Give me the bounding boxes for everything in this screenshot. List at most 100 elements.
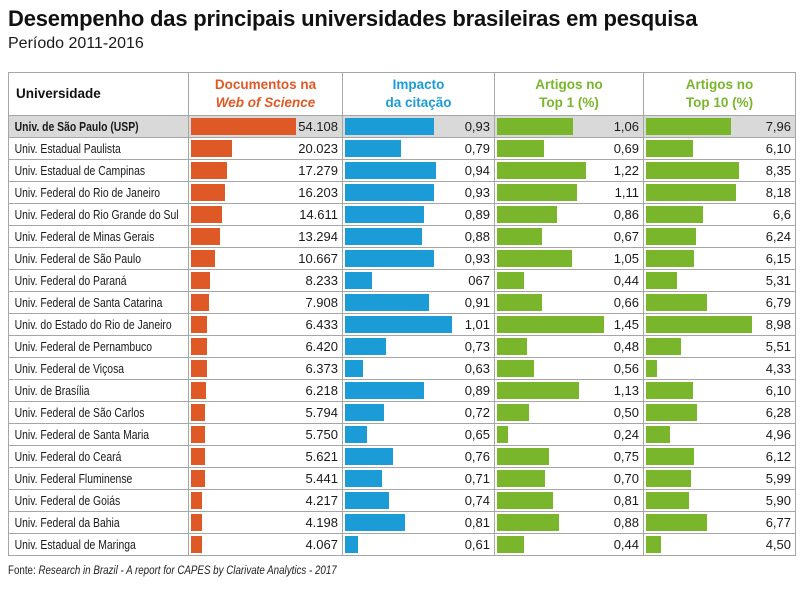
top10-bar	[646, 228, 696, 245]
documents-value: 4.067	[305, 537, 338, 552]
table-row: Univ. de Brasília 6.218 0,89 1,13 6,10	[8, 379, 796, 402]
top10-value: 6,28	[765, 405, 791, 420]
top10-value: 6,79	[765, 295, 791, 310]
documents-cell: 4.198	[188, 511, 343, 534]
top1-cell: 0,24	[494, 423, 644, 446]
university-name: Univ. Federal de Minas Gerais	[14, 229, 155, 244]
top10-bar	[646, 184, 736, 201]
top10-cell: 8,18	[643, 181, 796, 204]
top1-cell: 0,56	[494, 357, 644, 380]
impact-value: 0,88	[464, 229, 490, 244]
impact-value: 0,93	[464, 251, 490, 266]
top10-bar	[646, 470, 691, 487]
top1-value: 1,22	[613, 163, 639, 178]
top1-value: 0,44	[613, 537, 639, 552]
table-row: Univ. Federal de Minas Gerais 13.294 0,8…	[8, 225, 796, 248]
source-text: Research in Brazil - A report for CAPES …	[38, 565, 337, 577]
university-name: Univ. Federal do Paraná	[14, 273, 127, 288]
impact-value: 067	[468, 273, 490, 288]
impact-value: 0,81	[464, 515, 490, 530]
impact-value: 0,89	[464, 207, 490, 222]
top10-bar	[646, 316, 752, 333]
top1-value: 0,69	[613, 141, 639, 156]
top1-cell: 0,50	[494, 401, 644, 424]
impact-bar	[345, 118, 434, 135]
table-row: Univ. Federal do Ceará 5.621 0,76 0,75 6…	[8, 445, 796, 468]
top10-bar	[646, 294, 708, 311]
top1-bar	[497, 492, 554, 509]
documents-cell: 5.441	[188, 467, 343, 490]
university-name-cell: Univ. Federal do Paraná	[8, 269, 189, 292]
top10-value: 5,90	[765, 493, 791, 508]
top1-value: 0,44	[613, 273, 639, 288]
impact-bar	[345, 448, 394, 465]
documents-bar	[191, 206, 222, 223]
impact-bar	[345, 140, 401, 157]
top1-bar	[497, 448, 549, 465]
top10-bar	[646, 404, 697, 421]
university-name-cell: Univ. Federal de Goiás	[8, 489, 189, 512]
university-name: Univ. Federal Fluminense	[14, 471, 133, 486]
university-name-cell: Univ. Federal de Pernambuco	[8, 335, 189, 358]
impact-cell: 0,76	[342, 445, 495, 468]
top1-value: 1,45	[613, 317, 639, 332]
table-row: Univ. Federal do Paraná 8.233 067 0,44 5…	[8, 269, 796, 292]
top1-bar	[497, 162, 586, 179]
top10-cell: 6,12	[643, 445, 796, 468]
top10-cell: 4,96	[643, 423, 796, 446]
university-name: Univ. Estadual de Campinas	[14, 163, 146, 178]
impact-bar	[345, 382, 425, 399]
documents-value: 16.203	[298, 185, 338, 200]
top10-value: 6,77	[765, 515, 791, 530]
impact-bar	[345, 162, 436, 179]
impact-cell: 0,93	[342, 181, 495, 204]
top1-cell: 1,45	[494, 313, 644, 336]
documents-cell: 54.108	[188, 115, 343, 138]
impact-cell: 0,74	[342, 489, 495, 512]
top1-value: 0,66	[613, 295, 639, 310]
top1-bar	[497, 228, 543, 245]
documents-bar	[191, 470, 205, 487]
university-name: Univ. Estadual de Maringa	[14, 537, 136, 552]
top10-cell: 6,77	[643, 511, 796, 534]
documents-value: 5.750	[305, 427, 338, 442]
top10-cell: 6,24	[643, 225, 796, 248]
top1-value: 0,81	[613, 493, 639, 508]
impact-value: 0,61	[464, 537, 490, 552]
page-title: Desempenho das principais universidades …	[8, 6, 698, 31]
university-name: Univ. de São Paulo (USP)	[14, 119, 139, 134]
university-name-cell: Univ. Federal de Minas Gerais	[8, 225, 189, 248]
university-name-cell: Univ. Estadual de Campinas	[8, 159, 189, 182]
documents-cell: 6.373	[188, 357, 343, 380]
documents-bar	[191, 382, 207, 399]
top10-bar	[646, 360, 657, 377]
university-name: Univ. Federal do Rio de Janeiro	[14, 185, 161, 200]
impact-cell: 067	[342, 269, 495, 292]
university-name: Univ. de Brasília	[14, 383, 90, 398]
impact-cell: 0,94	[342, 159, 495, 182]
top1-value: 1,13	[613, 383, 639, 398]
university-name-cell: Univ. de São Paulo (USP)	[8, 115, 189, 138]
impact-cell: 0,81	[342, 511, 495, 534]
top10-value: 4,33	[765, 361, 791, 376]
documents-bar	[191, 360, 207, 377]
top10-bar	[646, 272, 677, 289]
documents-cell: 20.023	[188, 137, 343, 160]
top10-cell: 4,50	[643, 533, 796, 556]
university-name: Univ. Estadual Paulista	[14, 141, 121, 156]
impact-value: 0,79	[464, 141, 490, 156]
table-row: Univ. Federal do Rio de Janeiro 16.203 0…	[8, 181, 796, 204]
university-name-cell: Univ. do Estado do Rio de Janeiro	[8, 313, 189, 336]
documents-bar	[191, 294, 210, 311]
top10-value: 6,10	[765, 383, 791, 398]
impact-cell: 0,63	[342, 357, 495, 380]
impact-cell: 0,79	[342, 137, 495, 160]
university-name-cell: Univ. Federal do Rio Grande do Sul	[8, 203, 189, 226]
top1-bar	[497, 206, 558, 223]
documents-value: 10.667	[298, 251, 338, 266]
documents-bar	[191, 448, 206, 465]
documents-value: 5.794	[305, 405, 338, 420]
table-row: Univ. Federal de São Paulo 10.667 0,93 1…	[8, 247, 796, 270]
top1-bar	[497, 360, 534, 377]
university-name: Univ. Federal de São Paulo	[14, 251, 142, 266]
